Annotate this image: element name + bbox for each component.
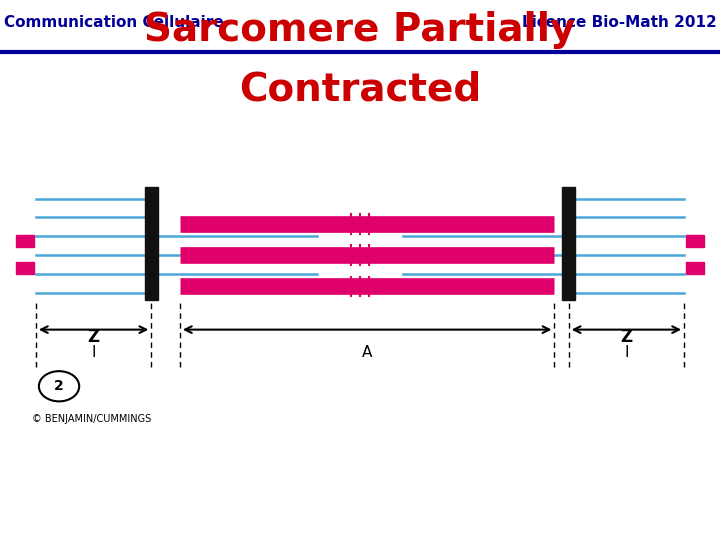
Bar xyxy=(16,262,34,274)
Bar xyxy=(145,187,158,300)
Text: Licence Bio-Math 2012: Licence Bio-Math 2012 xyxy=(522,15,716,30)
Bar xyxy=(686,262,704,274)
Bar xyxy=(686,235,704,247)
Text: I: I xyxy=(624,345,629,360)
Text: I: I xyxy=(91,345,96,360)
Text: Contracted: Contracted xyxy=(239,70,481,109)
Text: © BENJAMIN/CUMMINGS: © BENJAMIN/CUMMINGS xyxy=(32,414,152,424)
Text: Z: Z xyxy=(88,328,99,346)
Text: A: A xyxy=(362,345,372,360)
Bar xyxy=(16,235,34,247)
Bar xyxy=(562,187,575,300)
Text: Sarcomere Partially: Sarcomere Partially xyxy=(144,11,576,49)
Text: 2: 2 xyxy=(54,379,64,393)
Text: Z: Z xyxy=(621,328,632,346)
Text: Communication Cellulaire: Communication Cellulaire xyxy=(4,15,223,30)
